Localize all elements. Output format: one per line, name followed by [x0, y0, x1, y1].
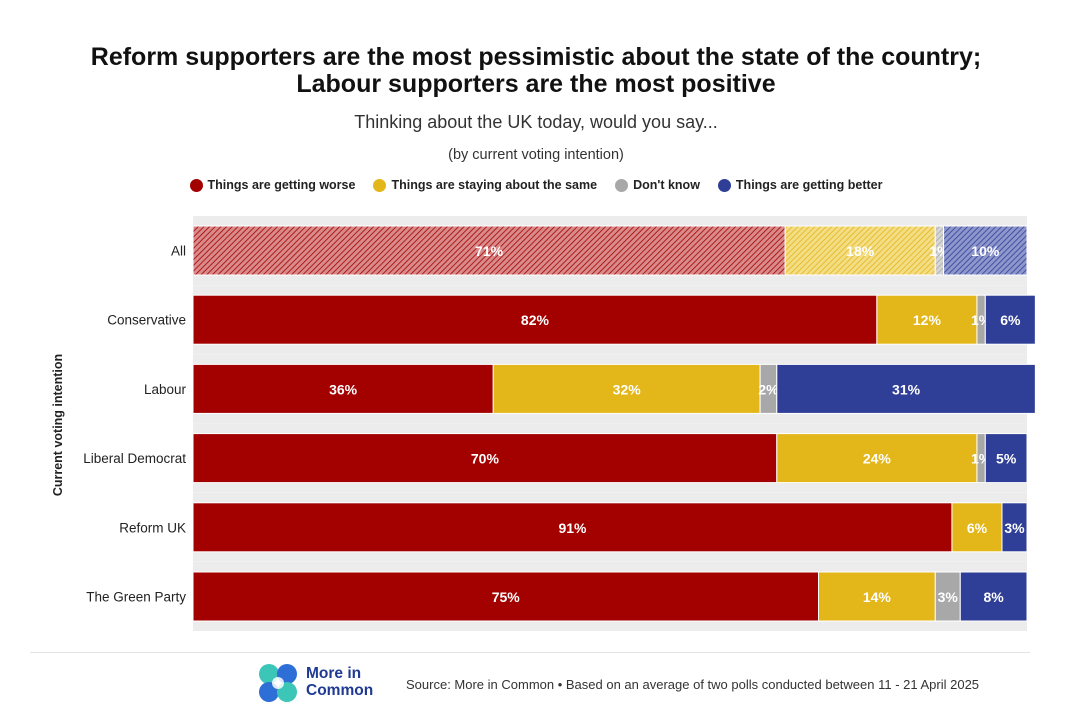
- bar-all-worse: [192, 225, 786, 276]
- data-label-conservative-worse: 82%: [521, 312, 550, 328]
- data-label-reform-uk-worse: 91%: [558, 520, 587, 536]
- bar-liberal-democrat-same: [776, 433, 978, 484]
- legend-item-same: Things are staying about the same: [373, 178, 597, 192]
- bar-the-green-party-same: [818, 571, 936, 622]
- bar-labour-better: [776, 363, 1036, 414]
- category-label-the-green-party: The Green Party: [86, 590, 186, 605]
- category-label-liberal-democrat: Liberal Democrat: [83, 451, 186, 466]
- chart-title-line2: Labour supporters are the most positive: [296, 70, 776, 98]
- bar-reform-uk-worse: [192, 502, 953, 553]
- bar-conservative-better: [984, 294, 1036, 345]
- bar-the-green-party-better: [959, 571, 1028, 622]
- data-label-the-green-party-same: 14%: [863, 589, 892, 605]
- chart-subtitle-2: (by current voting intention): [448, 147, 624, 163]
- legend-label-same: Things are staying about the same: [391, 178, 598, 192]
- source-note: Source: More in Common • Based on an ave…: [406, 677, 980, 692]
- chart-subtitle: Thinking about the UK today, would you s…: [354, 112, 718, 132]
- chart-title: Reform supporters are the most pessimist…: [0, 44, 1072, 98]
- legend-item-better: Things are getting better: [717, 178, 883, 192]
- footer-divider: [30, 652, 1030, 653]
- legend-label-dont-know: Don't know: [633, 178, 700, 192]
- bar-liberal-democrat-better: [984, 433, 1028, 484]
- stacked-bar-chart: 71% 18% 1% 10%82% 12% 1% 6%36% 32% 2% 31%70% 24% 1%…: [51, 216, 1036, 631]
- legend-dot-dont-know: [615, 178, 629, 192]
- legend-item-worse: Things are getting worse: [189, 178, 356, 192]
- y-axis-label: Current voting intention: [51, 354, 65, 496]
- category-label-all: All: [171, 244, 186, 259]
- bars: 71% 18% 1% 10%82% 12% 1% 6%36% 32% 2% 31%70% 24% 1%…: [192, 225, 1036, 622]
- data-label-labour-better: 31%: [892, 381, 921, 397]
- category-label-conservative: Conservative: [107, 313, 186, 328]
- bar-the-green-party-worse: [192, 571, 819, 622]
- data-label-all-better: 10%: [971, 243, 1000, 259]
- data-label-conservative-same: 12%: [913, 312, 942, 328]
- legend: Things are getting worse Things are stay…: [0, 178, 1072, 192]
- bar-all-same: [784, 225, 936, 276]
- data-label-all-worse: 71%: [475, 243, 504, 259]
- category-labels: All Conservative Labour Liberal Democrat Ref…: [83, 244, 186, 605]
- data-label-all-same: 18%: [846, 243, 875, 259]
- data-label-liberal-democrat-same: 24%: [863, 451, 892, 467]
- bar-reform-uk-better: [1001, 502, 1028, 553]
- data-label-reform-uk-better: 3%: [1004, 520, 1025, 536]
- category-label-labour: Labour: [144, 382, 187, 397]
- bar-labour-worse: [192, 363, 494, 414]
- bar-labour-same: [492, 363, 761, 414]
- data-label-conservative-better: 6%: [1000, 312, 1021, 328]
- data-label-the-green-party-worse: 75%: [492, 589, 521, 605]
- legend-dot-worse: [189, 178, 203, 192]
- logo-text-line2: Common: [306, 682, 374, 699]
- logo-text: More in Common: [306, 665, 373, 699]
- row-backgrounds: [193, 216, 1027, 631]
- data-label-the-green-party-dont_know: 3%: [938, 589, 959, 605]
- bar-reform-uk-same: [951, 502, 1003, 553]
- data-label-the-green-party-better: 8%: [984, 589, 1005, 605]
- category-label-reform-uk: Reform UK: [119, 520, 186, 535]
- data-label-liberal-democrat-worse: 70%: [471, 451, 500, 467]
- legend-dot-same: [373, 178, 387, 192]
- more-in-common-logo-icon: [259, 664, 297, 702]
- legend-item-dont-know: Don't know: [615, 178, 700, 192]
- legend-label-better: Things are getting better: [735, 178, 883, 192]
- data-label-labour-dont_know: 2%: [758, 381, 779, 397]
- chart-title-line1: Reform supporters are the most pessimist…: [90, 43, 982, 71]
- legend-dot-better: [717, 178, 731, 192]
- bar-conservative-same: [876, 294, 978, 345]
- data-label-reform-uk-same: 6%: [967, 520, 988, 536]
- legend-label-worse: Things are getting worse: [207, 178, 356, 192]
- bar-all-better: [943, 225, 1028, 276]
- bar-conservative-worse: [192, 294, 878, 345]
- logo-text-line1: More in: [306, 665, 362, 682]
- data-label-labour-worse: 36%: [329, 381, 358, 397]
- data-label-labour-same: 32%: [613, 381, 642, 397]
- data-label-liberal-democrat-better: 5%: [996, 451, 1017, 467]
